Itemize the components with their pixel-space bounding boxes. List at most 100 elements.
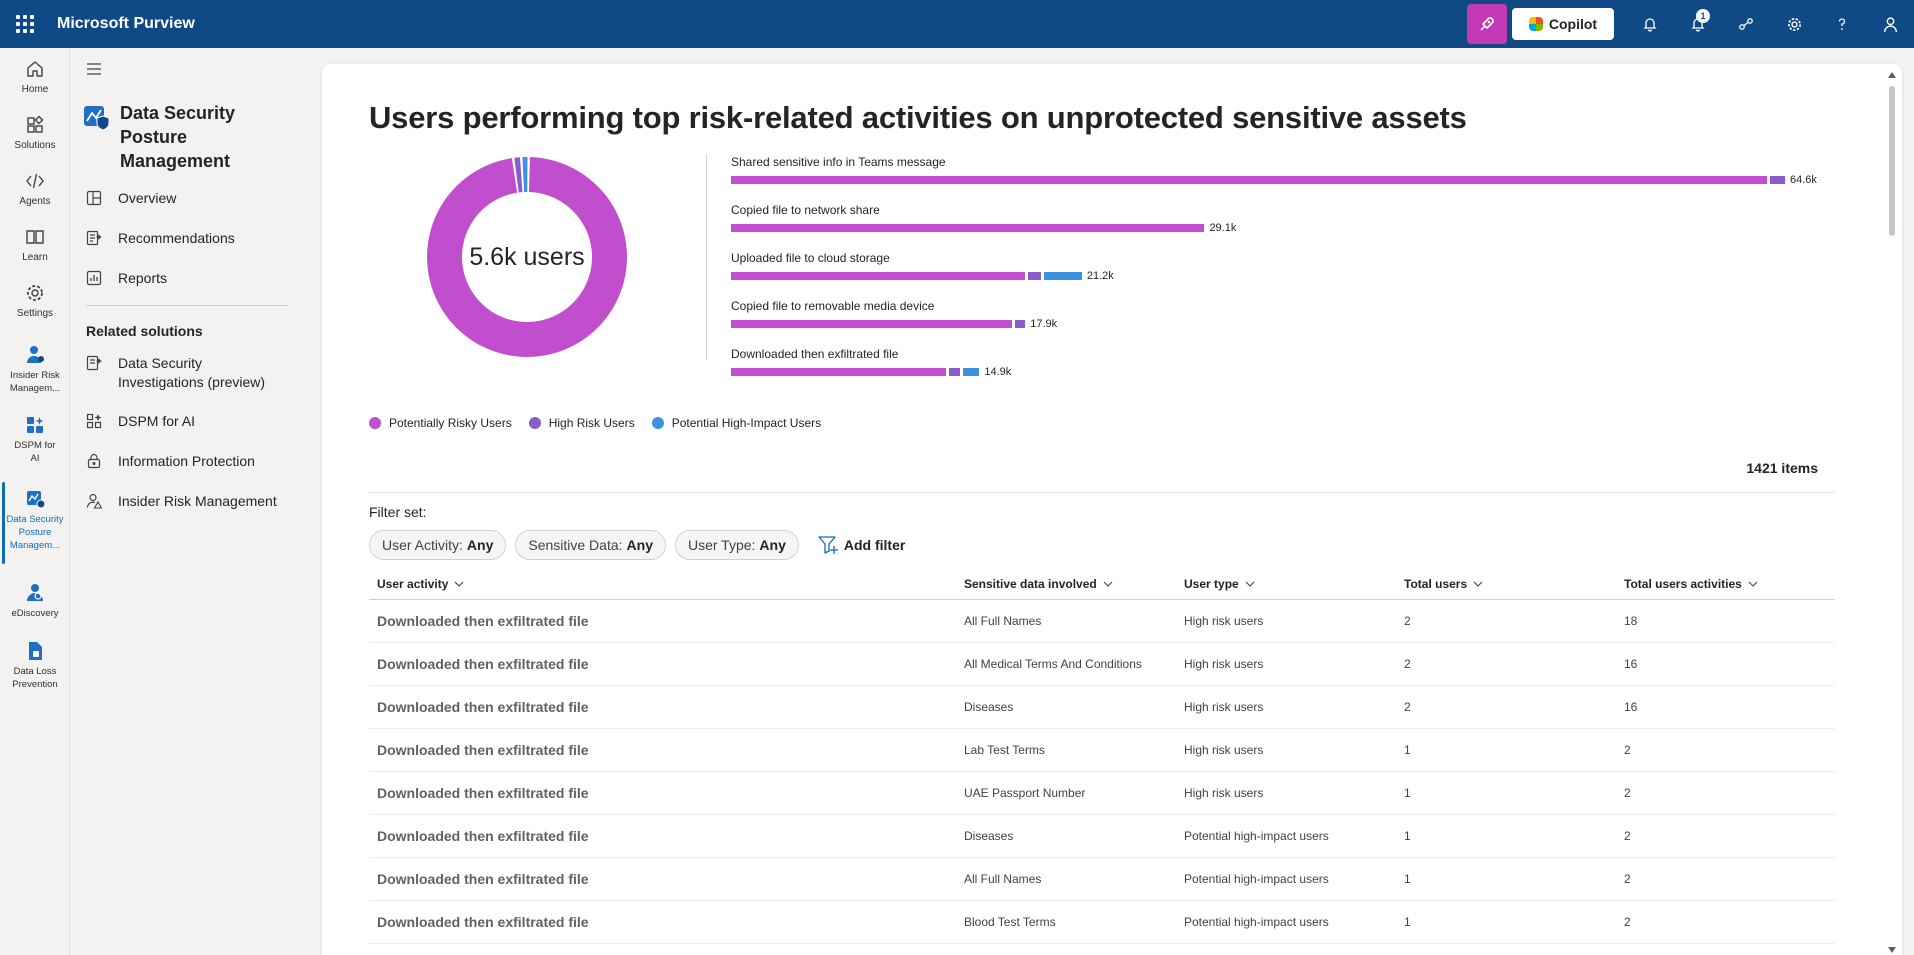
bar-value-label: 64.6k <box>1789 174 1817 186</box>
column-header-sensitive-data[interactable]: Sensitive data involved <box>956 577 1176 591</box>
help-button[interactable] <box>1818 0 1866 48</box>
donut-svg <box>427 156 628 357</box>
nav-item-reports[interactable]: Reports <box>86 269 167 288</box>
copilot-button[interactable]: Copilot <box>1512 8 1614 40</box>
rail-item-insider-risk[interactable]: Insider Risk Managem... <box>0 344 70 395</box>
donut-slice[interactable] <box>522 156 528 193</box>
table-row[interactable]: Downloaded then exfiltrated file Blood Te… <box>369 901 1835 944</box>
link-nodes-icon <box>1739 18 1753 30</box>
scroll-up-arrow-icon[interactable] <box>1888 72 1896 78</box>
solution-header: Data Security Posture Management <box>82 101 260 173</box>
donut-slice[interactable] <box>427 157 628 357</box>
notifications-button[interactable] <box>1626 0 1674 48</box>
table-cell: Downloaded then exfiltrated file <box>377 742 589 758</box>
table-row[interactable]: Downloaded then exfiltrated file Diseases… <box>369 686 1835 729</box>
table-cell: Potential high-impact users <box>1184 829 1329 843</box>
rail-item-home[interactable]: Home <box>0 58 70 96</box>
rocket-icon <box>1480 17 1494 31</box>
table-row[interactable]: Downloaded then exfiltrated file Diseases… <box>369 815 1835 858</box>
connections-button[interactable] <box>1722 0 1770 48</box>
nav-item-insider-risk-management[interactable]: Insider Risk Management <box>86 492 277 511</box>
nav-item-recommendations[interactable]: Recommendations <box>86 229 235 248</box>
table-cell: Downloaded then exfiltrated file <box>377 828 589 844</box>
scroll-thumb[interactable] <box>1889 86 1895 236</box>
table-row[interactable]: Downloaded then exfiltrated file All Medi… <box>369 643 1835 686</box>
rail-item-agents[interactable]: Agents <box>0 170 70 208</box>
nav-item-information-protection[interactable]: Information Protection <box>86 452 255 471</box>
add-filter-button[interactable]: Add filter <box>818 535 905 555</box>
bar-category-label: Copied file to network share <box>731 203 880 217</box>
table-cell: 2 <box>1624 743 1631 757</box>
bar-group[interactable]: Copied file to removable media device 17.… <box>731 298 1057 331</box>
bar-group[interactable]: Copied file to network share 29.1k <box>731 202 1236 235</box>
donut-slice[interactable] <box>514 157 523 193</box>
legend-dot <box>369 417 381 429</box>
rail-item-dspm-ai[interactable]: DSPM for AI <box>0 414 70 465</box>
bar-segment[interactable] <box>948 368 961 376</box>
table-header: User activity Sensitive data involved Us… <box>369 568 1835 600</box>
navigation-pane: Data Security Posture Management Overvie… <box>70 48 298 955</box>
column-header-user-activity[interactable]: User activity <box>369 577 956 591</box>
bar-segment[interactable] <box>1015 320 1026 328</box>
bar-segment[interactable] <box>963 368 980 376</box>
settings-button[interactable] <box>1770 0 1818 48</box>
rail-item-ediscovery[interactable]: eDiscovery <box>0 582 70 620</box>
scroll-down-arrow-icon[interactable] <box>1888 947 1896 953</box>
filter-chip-sensitive-data[interactable]: Sensitive Data: Any <box>515 530 666 560</box>
vertical-scrollbar[interactable] <box>1888 70 1896 955</box>
bar-segment[interactable] <box>731 224 1205 232</box>
dspm-logo-icon <box>84 106 110 131</box>
nav-item-data-security-investigations[interactable]: Data Security Investigations (preview) <box>86 354 278 392</box>
app-launcher-button[interactable] <box>0 0 50 48</box>
top-bar: Microsoft Purview Copilot 1 <box>0 0 1914 48</box>
dspm-ai-nav-icon <box>86 413 102 429</box>
notification-badge: 1 <box>1696 9 1710 23</box>
alerts-button[interactable]: 1 <box>1674 0 1722 48</box>
table-row[interactable]: Downloaded then exfiltrated file Lab Test… <box>369 729 1835 772</box>
bar-segment[interactable] <box>731 368 946 376</box>
filter-value: Any <box>626 537 653 553</box>
bar-segment[interactable] <box>1770 176 1785 184</box>
ediscovery-icon <box>27 584 43 601</box>
column-header-total-activities[interactable]: Total users activities <box>1616 577 1835 591</box>
chevron-down-icon <box>1473 581 1483 587</box>
table-row[interactable]: Downloaded then exfiltrated file All Full… <box>369 858 1835 901</box>
legend-item-high-risk[interactable]: High Risk Users <box>528 416 635 430</box>
collapse-nav-button[interactable] <box>86 62 102 81</box>
bar-group[interactable]: Uploaded file to cloud storage 21.2k <box>731 250 1114 283</box>
filter-chip-user-activity[interactable]: User Activity: Any <box>369 530 507 560</box>
bar-group[interactable]: Shared sensitive info in Teams message 64… <box>731 154 1817 187</box>
column-header-user-type[interactable]: User type <box>1176 577 1396 591</box>
nav-item-overview[interactable]: Overview <box>86 189 176 208</box>
bar-segment[interactable] <box>731 176 1768 184</box>
bar-segment[interactable] <box>731 272 1026 280</box>
table-cell: 16 <box>1624 657 1638 671</box>
bar-category-label: Copied file to removable media device <box>731 299 935 313</box>
rail-item-dlp[interactable]: Data Loss Prevention <box>0 640 70 691</box>
rail-item-settings[interactable]: Settings <box>0 282 70 320</box>
bar-segment[interactable] <box>1044 272 1082 280</box>
table-row[interactable]: Downloaded then exfiltrated file UAE Pass… <box>369 772 1835 815</box>
rail-item-solutions[interactable]: Solutions <box>0 114 70 152</box>
security-copilot-button[interactable] <box>1467 4 1507 44</box>
table-row[interactable]: Downloaded then exfiltrated file All Full… <box>369 600 1835 643</box>
legend-item-high-impact[interactable]: Potential High-Impact Users <box>651 416 821 430</box>
bar-segment[interactable] <box>1028 272 1042 280</box>
column-header-total-users[interactable]: Total users <box>1396 577 1616 591</box>
chart-divider <box>706 154 707 360</box>
app-title[interactable]: Microsoft Purview <box>57 15 195 32</box>
nav-item-label: Data Security Investigations (preview) <box>118 355 266 390</box>
legend-dot <box>651 417 664 429</box>
settings-icon <box>27 285 43 301</box>
filter-chip-user-type[interactable]: User Type: Any <box>674 530 799 560</box>
legend-item-potentially-risky[interactable]: Potentially Risky Users <box>369 416 512 430</box>
solutions-icon <box>27 115 44 133</box>
nav-item-dspm-for-ai[interactable]: DSPM for AI <box>86 412 195 431</box>
rail-item-dspm[interactable]: Data Security Posture Managem... <box>0 482 70 564</box>
bar-group[interactable]: Downloaded then exfiltrated file 14.9k <box>731 346 1011 379</box>
account-button[interactable] <box>1866 0 1914 48</box>
chevron-down-icon <box>454 581 464 587</box>
bar-segment[interactable] <box>731 320 1013 328</box>
activities-table: User activity Sensitive data involved Us… <box>369 568 1835 944</box>
rail-item-learn[interactable]: Learn <box>0 226 70 264</box>
